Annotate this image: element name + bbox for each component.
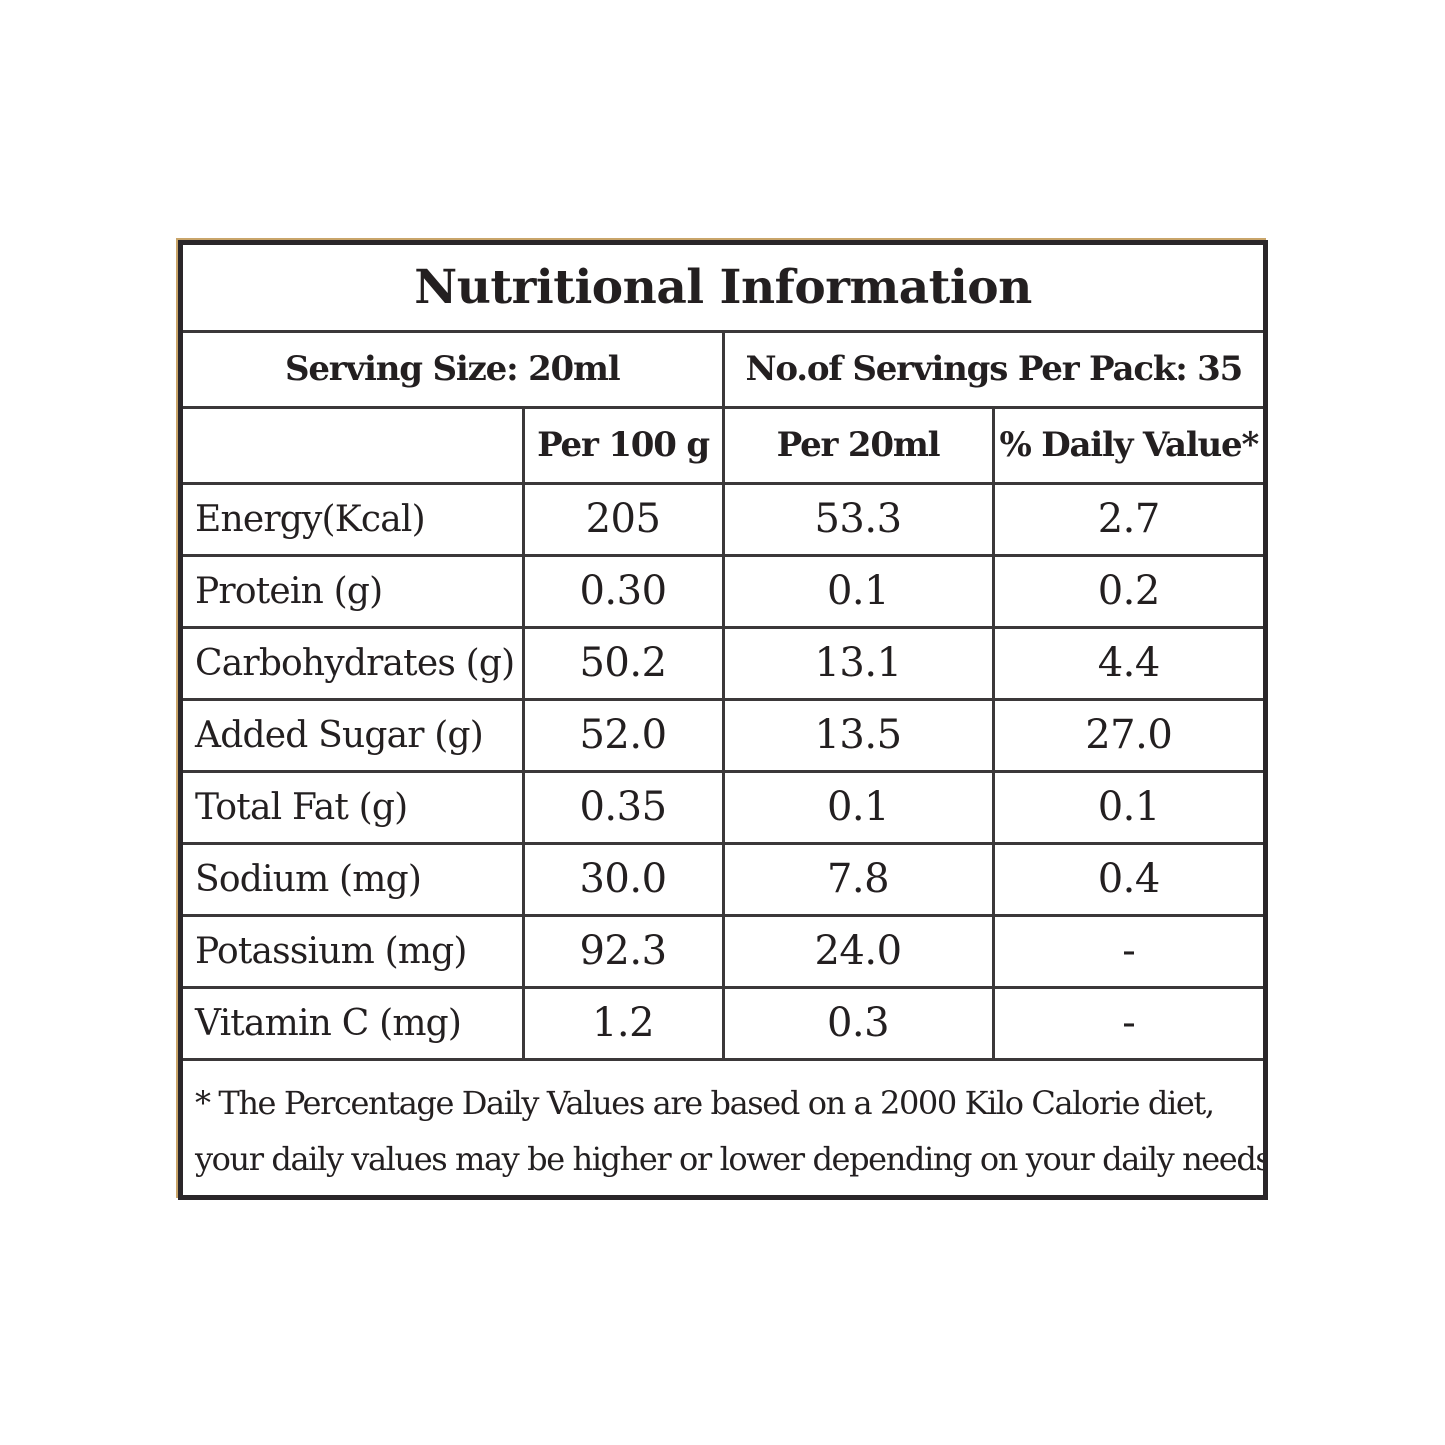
value-daily: 27.0: [991, 697, 1263, 773]
table-row: Energy(Kcal) 205 53.3 2.7: [183, 481, 1263, 557]
value-per-20ml: 0.3: [721, 985, 995, 1061]
table-row: Potassium (mg) 92.3 24.0 -: [183, 913, 1263, 989]
value-per-20ml: 13.1: [721, 625, 995, 701]
footnote: * The Percentage Daily Values are based …: [183, 1057, 1264, 1195]
table-row: Vitamin C (mg) 1.2 0.3 -: [183, 985, 1263, 1061]
nutrient-name: Carbohydrates (g): [183, 625, 525, 701]
value-daily: 0.2: [991, 553, 1263, 629]
nutrient-name: Sodium (mg): [183, 841, 525, 917]
column-header-per-100g: Per 100 g: [521, 405, 725, 485]
nutrient-name: Potassium (mg): [183, 913, 525, 989]
value-per-20ml: 53.3: [721, 481, 995, 557]
footnote-line-2: your daily values may be higher or lower…: [195, 1139, 1264, 1178]
serving-row: Serving Size: 20ml No.of Servings Per Pa…: [183, 329, 1263, 409]
value-daily: -: [991, 913, 1263, 989]
footnote-line-1: * The Percentage Daily Values are based …: [195, 1083, 1215, 1122]
nutrient-name: Vitamin C (mg): [183, 985, 525, 1061]
value-daily: 0.1: [991, 769, 1263, 845]
serving-size: Serving Size: 20ml: [183, 329, 725, 409]
value-per-100g: 205: [521, 481, 725, 557]
value-per-100g: 50.2: [521, 625, 725, 701]
nutrition-table: Nutritional Information Serving Size: 20…: [183, 245, 1264, 1195]
servings-per-pack: No.of Servings Per Pack: 35: [721, 329, 1263, 409]
value-per-20ml: 13.5: [721, 697, 995, 773]
title-row: Nutritional Information: [183, 245, 1263, 333]
nutrition-panel: Nutritional Information Serving Size: 20…: [178, 240, 1268, 1200]
value-daily: -: [991, 985, 1263, 1061]
value-per-100g: 0.35: [521, 769, 725, 845]
footnote-row: * The Percentage Daily Values are based …: [183, 1057, 1264, 1195]
table-row: Total Fat (g) 0.35 0.1 0.1: [183, 769, 1263, 845]
nutrient-name: Total Fat (g): [183, 769, 525, 845]
column-header-nutrient: [183, 405, 525, 485]
value-daily: 4.4: [991, 625, 1263, 701]
nutrient-name: Added Sugar (g): [183, 697, 525, 773]
nutrient-name: Energy(Kcal): [183, 481, 525, 557]
nutrient-name: Protein (g): [183, 553, 525, 629]
value-daily: 2.7: [991, 481, 1263, 557]
value-per-100g: 92.3: [521, 913, 725, 989]
column-header-daily-value: % Daily Value*: [991, 405, 1263, 485]
table-title: Nutritional Information: [183, 245, 1263, 333]
value-per-100g: 1.2: [521, 985, 725, 1061]
table-row: Protein (g) 0.30 0.1 0.2: [183, 553, 1263, 629]
value-per-20ml: 24.0: [721, 913, 995, 989]
value-per-100g: 52.0: [521, 697, 725, 773]
table-row: Carbohydrates (g) 50.2 13.1 4.4: [183, 625, 1263, 701]
value-per-100g: 0.30: [521, 553, 725, 629]
column-header-per-20ml: Per 20ml: [721, 405, 995, 485]
table-row: Added Sugar (g) 52.0 13.5 27.0: [183, 697, 1263, 773]
value-per-100g: 30.0: [521, 841, 725, 917]
column-header-row: Per 100 g Per 20ml % Daily Value*: [183, 405, 1263, 485]
table-row: Sodium (mg) 30.0 7.8 0.4: [183, 841, 1263, 917]
value-per-20ml: 0.1: [721, 553, 995, 629]
value-per-20ml: 0.1: [721, 769, 995, 845]
value-daily: 0.4: [991, 841, 1263, 917]
value-per-20ml: 7.8: [721, 841, 995, 917]
